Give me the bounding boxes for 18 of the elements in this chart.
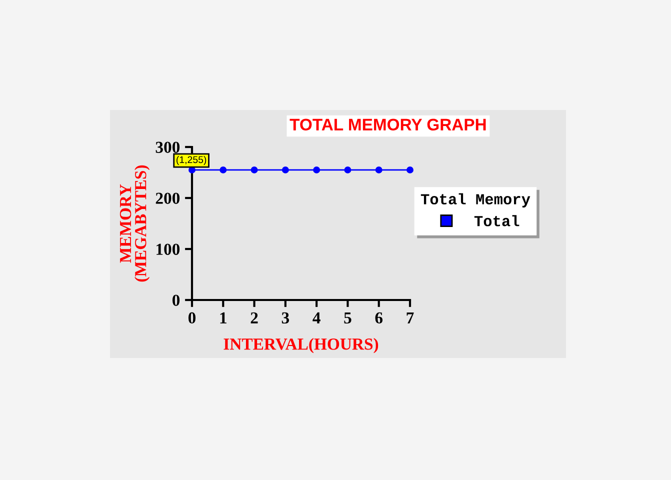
chart-title: TOTAL MEMORY GRAPH <box>290 118 486 130</box>
y-tick-label: 300 <box>156 142 180 153</box>
x-tick-label: 1 <box>220 312 226 324</box>
annotation: (1,255) <box>176 156 206 166</box>
legend-title: Total Memory <box>420 193 530 208</box>
y-tick-label: 100 <box>156 244 180 255</box>
x-tick-label: 7 <box>406 312 414 324</box>
x-tick-label: 5 <box>344 312 352 324</box>
x-tick-label: 6 <box>375 312 383 324</box>
y-axis-title: MEMORY (MEGABYTES) <box>120 165 150 282</box>
x-tick-label: 2 <box>250 312 258 324</box>
x-tick-label: 3 <box>282 312 290 324</box>
y-tick-label: 0 <box>172 294 180 306</box>
x-axis-title: INTERVAL(HOURS) <box>224 338 378 354</box>
x-tick-label: 4 <box>312 312 320 324</box>
y-tick-label: 200 <box>156 192 180 204</box>
x-tick-label: 0 <box>188 312 196 324</box>
legend-label: Total <box>474 215 520 226</box>
